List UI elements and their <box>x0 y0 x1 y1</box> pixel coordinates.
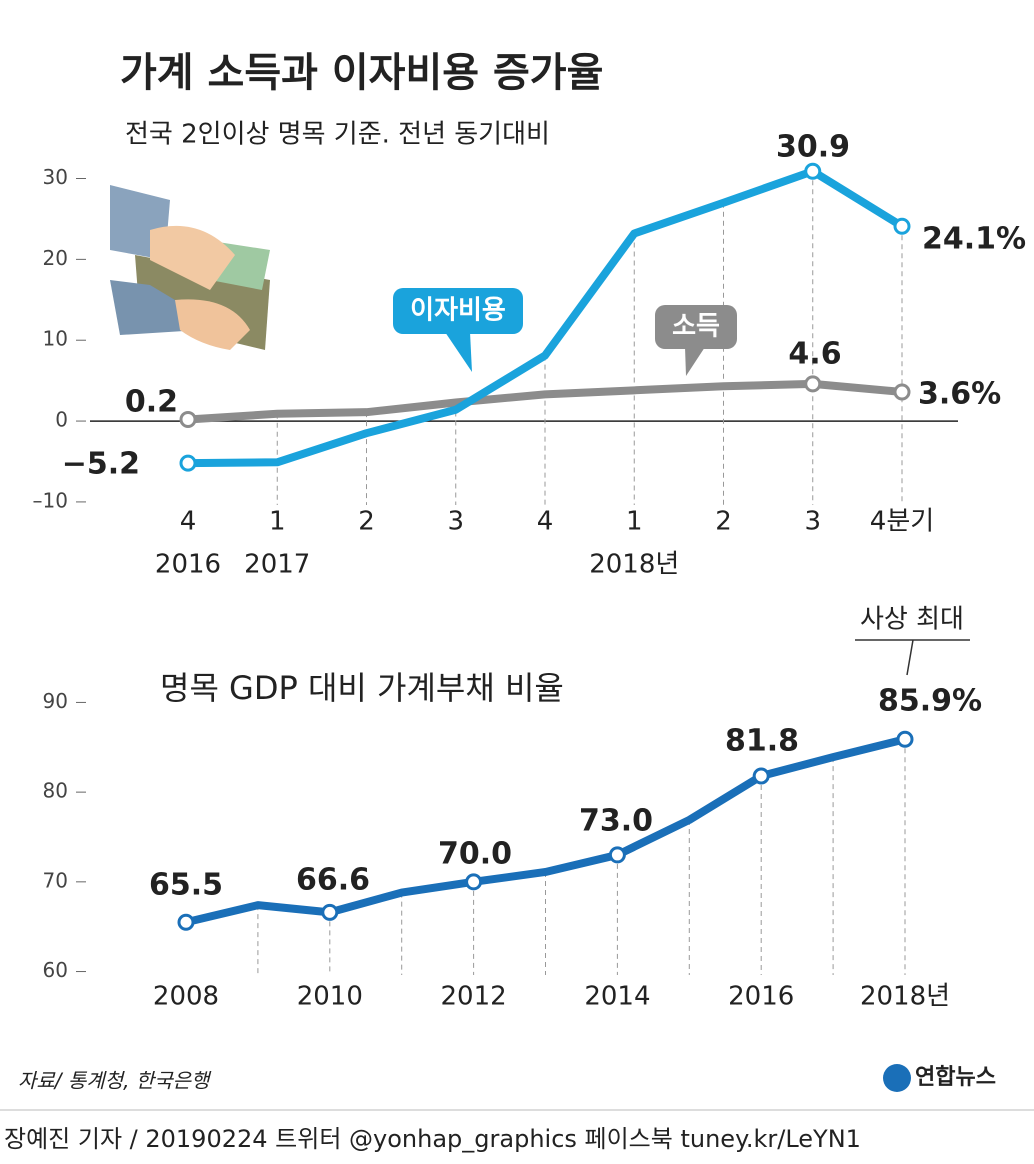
x-tick-label: 4 <box>537 507 554 537</box>
legend-label: 소득 <box>672 312 720 342</box>
data-point <box>179 454 197 472</box>
x-tick-label: 3 <box>447 507 464 537</box>
footer: 장예진 기자 / 20190224 트위터 @yonhap_graphics 페… <box>4 1125 861 1153</box>
x-tick-label: 2 <box>358 507 375 537</box>
x-tick-label: 1 <box>626 507 643 537</box>
series-line <box>187 167 905 468</box>
x-tick-label: 4분기 <box>870 507 934 537</box>
x-tick-label: 1 <box>269 507 286 537</box>
y-tick-label: 60 <box>43 958 68 982</box>
data-point <box>896 730 914 748</box>
value-label: 73.0 <box>579 804 653 839</box>
series-line <box>187 379 903 424</box>
year-label: 2018년 <box>589 550 679 580</box>
subtitle: 전국 2인이상 명목 기준. 전년 동기대비 <box>125 120 550 150</box>
value-label: 70.0 <box>438 837 512 872</box>
logo-icon <box>883 1064 911 1092</box>
data-point <box>752 767 770 785</box>
title: 가계 소득과 이자비용 증가율 <box>120 50 603 96</box>
legend-pointer <box>445 332 472 372</box>
value-label: 65.5 <box>149 868 223 903</box>
logo: 연합뉴스 <box>915 1064 996 1090</box>
data-point <box>804 162 822 180</box>
data-point <box>179 410 197 428</box>
series-line <box>185 735 906 927</box>
value-label: 81.8 <box>725 724 799 759</box>
data-point <box>321 903 339 921</box>
data-point <box>893 217 911 235</box>
y-tick-label: 80 <box>43 779 68 803</box>
x-tick-label: 2016 <box>728 982 794 1012</box>
data-point <box>177 913 195 931</box>
x-tick-label: 2014 <box>584 982 650 1012</box>
data-point <box>893 383 911 401</box>
x-tick-label: 3 <box>804 507 821 537</box>
value-label: 66.6 <box>296 863 370 898</box>
value-label: −5.2 <box>62 447 140 482</box>
value-label: 0.2 <box>125 385 178 420</box>
annotation: 사상 최대 <box>860 605 964 635</box>
x-tick-label: 2012 <box>441 982 507 1012</box>
value-label: 4.6 <box>788 337 841 372</box>
source: 자료/ 통계청, 한국은행 <box>18 1069 212 1093</box>
value-label: 85.9% <box>878 684 982 719</box>
value-label: 24.1% <box>922 222 1026 257</box>
x-tick-label: 4 <box>180 507 197 537</box>
value-label: 3.6% <box>918 377 1001 412</box>
data-point <box>465 873 483 891</box>
year-label: 2016 <box>155 550 221 580</box>
x-tick-label: 2008 <box>153 982 219 1012</box>
y-tick-label: 90 <box>43 689 68 713</box>
chart-title: 명목 GDP 대비 가계부채 비율 <box>160 669 564 707</box>
illustration <box>110 185 270 350</box>
year-label: 2017 <box>244 550 310 580</box>
y-tick-label: 70 <box>43 868 68 892</box>
data-point <box>804 375 822 393</box>
y-tick-label: 0 <box>55 408 68 432</box>
value-label: 30.9 <box>776 130 850 165</box>
legend-box <box>393 288 523 334</box>
x-tick-label: 2 <box>715 507 732 537</box>
legend-label: 이자비용 <box>410 296 506 326</box>
y-tick-label: 10 <box>43 327 68 351</box>
legend-pointer <box>685 347 705 376</box>
x-tick-label: 2010 <box>297 982 363 1012</box>
y-tick-label: 30 <box>43 165 68 189</box>
y-tick-label: 20 <box>43 246 68 270</box>
y-tick-label: –10 <box>33 488 68 512</box>
annotation-bracket <box>855 639 970 676</box>
data-point <box>608 846 626 864</box>
legend-box <box>655 305 737 349</box>
x-tick-label: 2018년 <box>860 982 950 1012</box>
